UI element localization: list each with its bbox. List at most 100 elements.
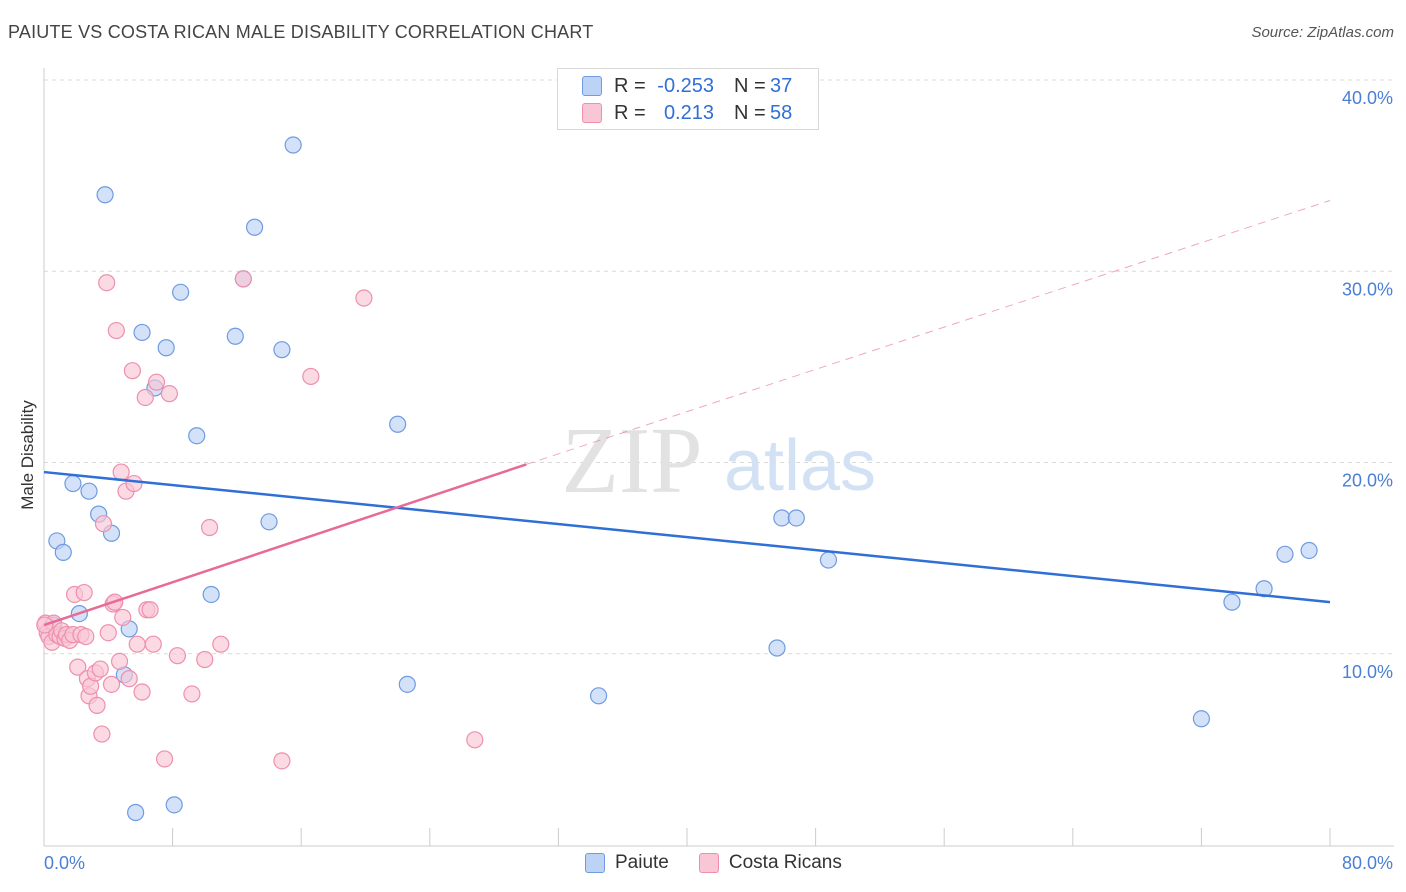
costa-rican-point: [466, 731, 484, 749]
costa-rican-point: [102, 675, 121, 693]
costa-rican-point: [114, 608, 132, 627]
costa-ricans-swatch: [698, 853, 719, 873]
costa-rican-point: [302, 367, 320, 386]
y-tick-label: 20.0%: [1342, 471, 1393, 491]
y-tick-label: 30.0%: [1342, 279, 1393, 299]
costa-rican-point: [212, 635, 230, 653]
r-label: R =: [614, 101, 646, 124]
costa-rican-point: [234, 270, 252, 288]
paiute-point: [284, 136, 302, 154]
costa-rican-point: [77, 627, 95, 646]
costa-rican-point: [168, 647, 187, 665]
costa-rican-point: [273, 752, 291, 770]
costa-rican-point: [99, 624, 117, 642]
paiute-point: [260, 513, 278, 531]
paiute-point: [157, 339, 175, 357]
costa-rican-point: [183, 685, 201, 703]
paiute-point: [398, 675, 416, 693]
n-value: 37: [770, 74, 793, 97]
costa-rican-point: [120, 670, 138, 688]
costa-rican-point: [147, 373, 166, 391]
axes: [43, 68, 1394, 847]
paiute-trend-line: [43, 470, 1331, 604]
r-label: R =: [614, 74, 646, 97]
costa-rican-point: [88, 696, 106, 714]
costa-rican-point: [200, 518, 219, 537]
costa-rican-point: [94, 515, 113, 533]
legend-label-costa-ricans: Costa Ricans: [728, 852, 842, 873]
paiute-point: [273, 341, 291, 359]
paiute-point: [127, 803, 145, 822]
paiute-point: [64, 474, 82, 493]
x-tick-label: 80.0%: [1342, 853, 1393, 873]
n-label: N =: [734, 101, 766, 124]
costa-rican-point: [136, 388, 154, 407]
legend-label-paiute: Paiute: [615, 852, 669, 873]
paiute-swatch: [585, 853, 605, 873]
costa-rican-trend-extension: [526, 200, 1331, 465]
costa-rican-point: [144, 635, 162, 653]
paiute-point: [245, 218, 264, 236]
paiute-point: [188, 427, 206, 445]
paiute-swatch: [582, 76, 602, 96]
y-tick-label: 40.0%: [1342, 88, 1393, 108]
costa-rican-point: [91, 660, 109, 678]
costa-rican-trend-line: [43, 463, 527, 627]
paiute-point: [133, 323, 151, 342]
costa-rican-point: [93, 725, 111, 743]
n-label: N =: [734, 74, 766, 97]
paiute-point: [589, 687, 608, 705]
costa-rican-point: [123, 362, 142, 380]
costa-rican-point: [112, 463, 130, 481]
chart-title: PAIUTE VS COSTA RICAN MALE DISABILITY CO…: [8, 22, 594, 42]
paiute-point: [202, 585, 220, 604]
watermark: ZIP atlas: [562, 409, 877, 513]
paiute-point: [389, 415, 407, 433]
grid-lines: [44, 79, 1394, 655]
costa-rican-point: [155, 750, 174, 768]
costa-rican-point: [69, 658, 87, 676]
tick-labels: 10.0% 20.0% 30.0% 40.0% 0.0% 80.0%: [44, 88, 1393, 873]
costa-rican-point: [107, 321, 125, 340]
paiute-point: [787, 509, 805, 527]
trend-lines: [43, 200, 1331, 627]
r-value: 0.213: [663, 101, 714, 124]
paiute-point: [1192, 710, 1211, 728]
paiute-point: [1300, 541, 1318, 560]
data-points: [36, 136, 1318, 822]
costa-rican-point: [355, 289, 373, 307]
watermark-zip: ZIP: [562, 409, 703, 513]
n-value: 58: [770, 101, 793, 124]
costa-rican-point: [141, 601, 159, 619]
costa-rican-point: [128, 635, 146, 653]
legend-item-costa-ricans[interactable]: Costa Ricans: [698, 852, 842, 874]
costa-ricans-swatch: [582, 103, 602, 123]
costa-rican-point: [125, 474, 143, 493]
costa-rican-point: [110, 652, 129, 671]
costa-rican-point: [160, 385, 178, 403]
costa-rican-point: [133, 683, 151, 701]
legend-item-paiute[interactable]: Paiute: [585, 852, 669, 874]
paiute-point: [226, 327, 244, 345]
paiute-point: [96, 186, 114, 204]
paiute-point: [773, 509, 791, 527]
series-legend: Paiute Costa Ricans: [585, 852, 872, 874]
paiute-point: [165, 796, 183, 814]
paiute-point: [1276, 545, 1294, 563]
paiute-point: [54, 543, 72, 561]
costa-rican-point: [75, 583, 93, 602]
paiute-point: [1223, 593, 1241, 611]
paiute-point: [768, 639, 786, 657]
paiute-point: [1255, 580, 1273, 598]
paiute-point: [172, 283, 190, 301]
costa-rican-point: [98, 274, 116, 292]
legend-row-costa-ricans: R = 0.213 N = 58: [582, 100, 792, 126]
paiute-point: [819, 551, 838, 569]
y-tick-label: 10.0%: [1342, 662, 1393, 682]
r-value: -0.253: [657, 74, 714, 97]
watermark-atlas: atlas: [724, 426, 876, 506]
x-tick-label: 0.0%: [44, 853, 85, 873]
source-label: Source: ZipAtlas.com: [1251, 24, 1394, 41]
paiute-point: [80, 482, 98, 500]
